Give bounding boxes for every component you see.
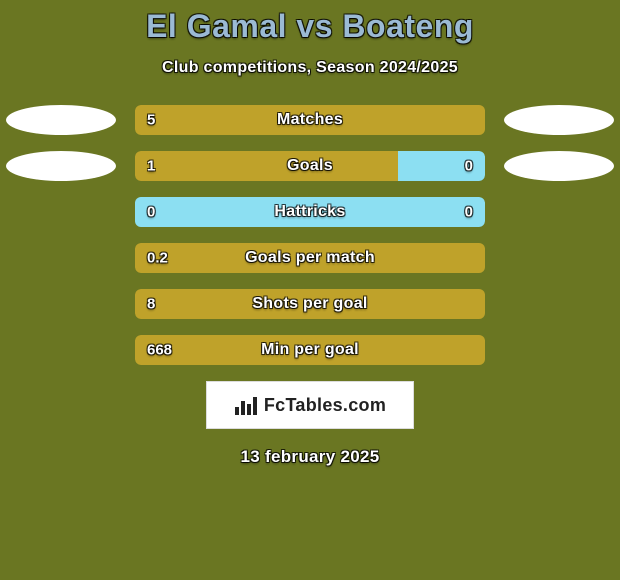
bar-track: Goals1 0 <box>135 151 485 181</box>
page-root: El Gamal vs Boateng Club competitions, S… <box>0 0 620 580</box>
bar-track: Min per goal668 <box>135 335 485 365</box>
stat-row: Matches5 <box>0 105 620 135</box>
player-shape-right <box>504 105 614 135</box>
comparison-chart: Matches5Goals10Hattricks00Goals per matc… <box>0 105 620 365</box>
stat-row: Min per goal668 <box>0 335 620 365</box>
stat-row: Hattricks0 0 <box>0 197 620 227</box>
brand-badge[interactable]: FcTables.com <box>206 381 414 429</box>
bar-label: Hattricks <box>135 203 485 221</box>
bar-track: Goals per match0.2 <box>135 243 485 273</box>
bars-icon <box>234 395 258 415</box>
bar-value-left: 5 <box>147 112 155 129</box>
stat-row: Goals per match0.2 <box>0 243 620 273</box>
player-shape-right <box>504 151 614 181</box>
player-shape-left <box>6 105 116 135</box>
bar-track: Shots per goal8 <box>135 289 485 319</box>
stat-row: Shots per goal8 <box>0 289 620 319</box>
bar-value-right: 0 <box>465 158 473 175</box>
date-line: 13 february 2025 <box>0 447 620 467</box>
bar-value-left: 668 <box>147 342 172 359</box>
bar-label: Matches <box>135 111 485 129</box>
bar-label: Min per goal <box>135 341 485 359</box>
player-shape-left <box>6 151 116 181</box>
bar-label: Shots per goal <box>135 295 485 313</box>
brand-text: FcTables.com <box>264 395 386 416</box>
page-title: El Gamal vs Boateng <box>0 0 620 45</box>
bar-value-right: 0 <box>465 204 473 221</box>
bar-value-left: 8 <box>147 296 155 313</box>
bar-label: Goals <box>135 157 485 175</box>
bar-track: Matches5 <box>135 105 485 135</box>
bar-value-left: 0 <box>147 204 155 221</box>
bar-value-left: 1 <box>147 158 155 175</box>
stat-row: Goals1 0 <box>0 151 620 181</box>
bar-track: Hattricks0 0 <box>135 197 485 227</box>
subtitle: Club competitions, Season 2024/2025 <box>0 59 620 77</box>
bar-value-left: 0.2 <box>147 250 168 267</box>
bar-label: Goals per match <box>135 249 485 267</box>
